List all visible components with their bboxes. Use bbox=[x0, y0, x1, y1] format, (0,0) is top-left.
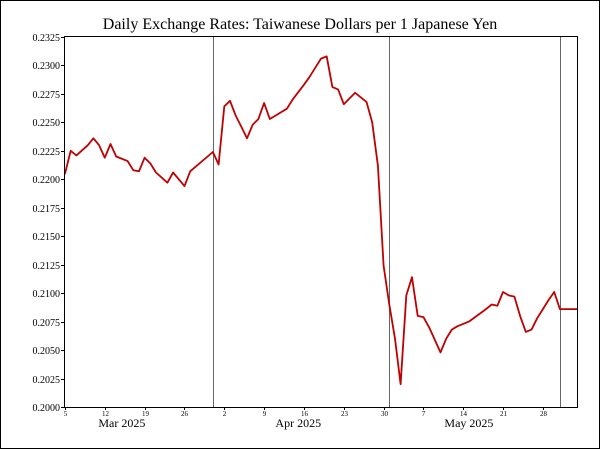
y-tick-label: 0.2225 bbox=[33, 147, 61, 158]
plot-frame bbox=[64, 36, 578, 408]
x-day-label: 19 bbox=[142, 410, 150, 418]
y-tick-label: 0.2175 bbox=[33, 204, 61, 215]
x-day-label: 12 bbox=[102, 410, 110, 418]
x-day-label: 30 bbox=[381, 410, 389, 418]
y-tick-label: 0.2325 bbox=[33, 33, 61, 44]
x-day-label: 14 bbox=[460, 410, 468, 418]
y-tick-label: 0.2300 bbox=[33, 61, 61, 72]
y-tick-label: 0.2025 bbox=[33, 375, 61, 386]
series-layer bbox=[64, 55, 578, 386]
x-day-label: 21 bbox=[500, 410, 508, 418]
x-day-label: 9 bbox=[263, 410, 267, 418]
x-day-label: 23 bbox=[341, 410, 349, 418]
y-tick-label: 0.2275 bbox=[33, 90, 61, 101]
y-tick-label: 0.2075 bbox=[33, 318, 61, 329]
x-month-label: Apr 2025 bbox=[275, 416, 321, 430]
chart-title: Daily Exchange Rates: Taiwanese Dollars … bbox=[103, 16, 497, 33]
x-axis: 5 12 19 26 2 9 16 23 30 7 14 21 28 Mar 2025 Apr 2025 Ma… bbox=[64, 407, 548, 430]
y-tick-label: 0.2050 bbox=[33, 346, 61, 357]
x-day-label: 28 bbox=[540, 410, 548, 418]
x-month-label: Mar 2025 bbox=[98, 416, 145, 430]
y-tick-label: 0.2125 bbox=[33, 261, 61, 272]
x-day-label: 16 bbox=[301, 410, 309, 418]
y-axis: 0.2000 0.2025 0.2050 0.2075 0.2100 0.2125 0.21… bbox=[33, 33, 65, 414]
month-separator-lines bbox=[213, 37, 561, 407]
y-tick-label: 0.2150 bbox=[33, 232, 61, 243]
y-tick-label: 0.2200 bbox=[33, 175, 61, 186]
x-day-label: 5 bbox=[64, 410, 68, 418]
x-day-label: 7 bbox=[422, 410, 426, 418]
x-month-label: May 2025 bbox=[444, 416, 493, 430]
x-day-label: 2 bbox=[223, 410, 227, 418]
y-tick-label: 0.2000 bbox=[33, 403, 61, 414]
y-tick-label: 0.2100 bbox=[33, 289, 61, 300]
series-line bbox=[64, 55, 578, 386]
x-day-label: 26 bbox=[181, 410, 189, 418]
y-tick-label: 0.2250 bbox=[33, 118, 61, 129]
